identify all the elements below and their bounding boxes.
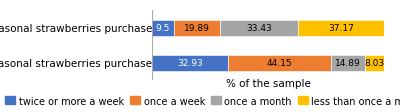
Text: 19.89: 19.89 [184,24,210,33]
Bar [152,55,228,71]
Legend: twice or more a week, once a week, once a month, less than once a month: twice or more a week, once a week, once … [2,92,400,109]
Bar [152,21,174,36]
Text: 33.43: 33.43 [246,24,272,33]
Text: seasonal strawberries purchase: seasonal strawberries purchase [0,58,152,68]
Text: 9.5: 9.5 [156,24,170,33]
Text: non-seasonal strawberries purchase: non-seasonal strawberries purchase [0,24,152,33]
Bar [331,55,365,71]
Bar [298,21,384,36]
Text: % of the sample: % of the sample [226,78,310,88]
Text: 44.15: 44.15 [267,59,292,68]
Bar [365,55,384,71]
Text: 14.89: 14.89 [335,59,361,68]
Text: 32.93: 32.93 [177,59,203,68]
Bar [228,55,331,71]
Text: 37.17: 37.17 [328,24,354,33]
Bar [174,21,220,36]
Bar [220,21,298,36]
Text: 8.03: 8.03 [365,59,385,68]
